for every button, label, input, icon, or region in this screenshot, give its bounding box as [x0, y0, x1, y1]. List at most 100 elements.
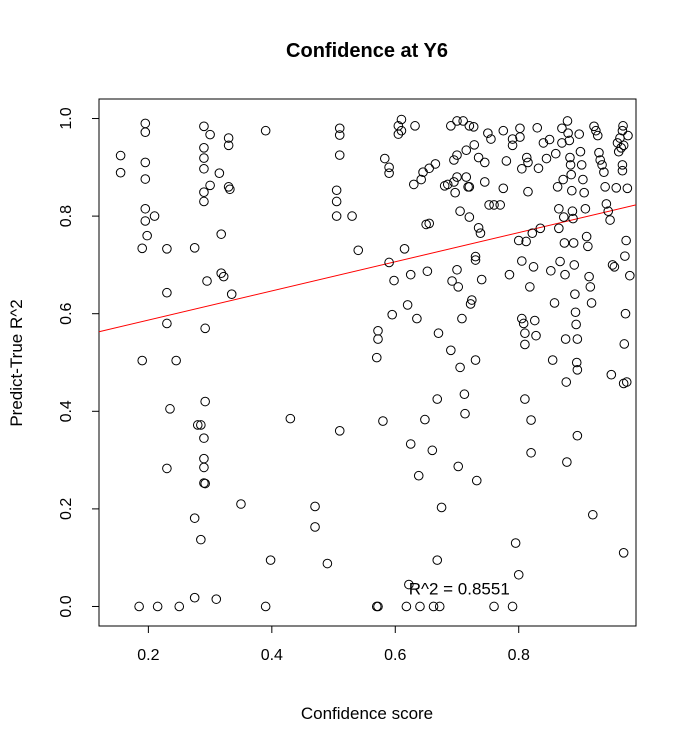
axes: 0.2 0.4 0.6 0.8 0.0 0.2 0.4 0.6 0.8 1.0: [58, 107, 530, 664]
y-tick-label: 1.0: [58, 107, 75, 129]
data-point: [465, 299, 476, 309]
data-point: [618, 121, 628, 131]
data-point: [557, 123, 567, 134]
data-point: [149, 211, 160, 221]
y-tick-label: 0.4: [58, 400, 75, 422]
data-point: [620, 308, 631, 319]
data-point: [200, 478, 210, 489]
data-point: [189, 243, 200, 253]
data-point: [322, 558, 333, 569]
data-point: [162, 318, 172, 329]
data-point: [199, 453, 209, 464]
data-point: [507, 140, 518, 151]
data-point: [334, 150, 345, 160]
data-point: [162, 463, 172, 474]
data-point: [532, 122, 543, 133]
data-point: [600, 182, 610, 192]
data-point: [387, 309, 397, 320]
data-point: [620, 251, 630, 261]
data-point: [525, 282, 535, 292]
y-tick-label: 0.2: [58, 498, 75, 520]
data-point: [211, 594, 222, 604]
data-point: [199, 163, 209, 174]
data-point: [420, 414, 430, 425]
data-point: [260, 601, 271, 612]
data-point: [554, 223, 564, 234]
data-point: [570, 307, 581, 318]
data-point: [617, 165, 628, 176]
data-point: [162, 287, 172, 298]
data-point: [592, 130, 603, 141]
y-tick-label: 0.8: [58, 205, 75, 227]
data-point: [384, 162, 394, 173]
data-point: [401, 601, 412, 612]
regression-line-group: [98, 204, 637, 333]
y-tick-label: 0.0: [58, 595, 75, 617]
data-point: [479, 157, 490, 168]
data-point: [570, 289, 580, 299]
data-point: [521, 236, 531, 247]
data-point: [449, 155, 459, 165]
data-point: [526, 447, 536, 458]
data-point: [452, 264, 462, 275]
r2-annotation: R^2 = 0.8551: [409, 579, 510, 598]
data-point: [529, 315, 540, 326]
data-point: [424, 163, 435, 174]
data-point: [572, 365, 583, 375]
data-point: [470, 251, 481, 262]
data-point: [410, 121, 420, 131]
data-point: [535, 223, 546, 234]
data-point: [205, 129, 215, 140]
data-point: [470, 255, 481, 265]
data-point: [384, 257, 394, 268]
data-point: [202, 276, 212, 286]
data-point: [584, 271, 594, 282]
data-point: [546, 265, 556, 276]
data-point: [310, 522, 320, 532]
data-point: [560, 269, 570, 280]
data-point: [134, 601, 144, 612]
data-point: [140, 216, 151, 226]
data-point: [476, 274, 487, 285]
data-point: [483, 128, 493, 138]
data-point: [568, 213, 578, 224]
data-point: [565, 160, 576, 170]
data-point: [140, 157, 151, 168]
data-point: [605, 215, 615, 225]
data-point: [223, 182, 234, 192]
data-point: [616, 142, 626, 153]
data-point: [373, 601, 383, 612]
data-point: [622, 183, 633, 194]
data-point: [607, 260, 618, 270]
data-point: [606, 369, 617, 380]
data-point: [430, 159, 441, 169]
data-point: [618, 140, 629, 151]
data-point: [581, 231, 592, 242]
data-point: [200, 396, 210, 407]
data-point: [531, 330, 541, 341]
data-point: [470, 355, 481, 365]
data-point: [564, 135, 575, 146]
data-point: [583, 241, 593, 252]
data-point: [137, 243, 148, 254]
data-point: [621, 377, 632, 387]
data-point: [450, 187, 460, 198]
data-point: [334, 123, 345, 134]
data-point: [562, 457, 572, 467]
data-point: [623, 130, 633, 141]
data-point: [461, 145, 472, 156]
data-point: [513, 569, 524, 580]
data-point: [625, 270, 635, 281]
y-tick-label: 0.6: [58, 302, 75, 324]
data-point: [452, 150, 462, 160]
data-point: [442, 179, 453, 190]
data-point: [517, 163, 527, 174]
data-point: [547, 355, 558, 365]
data-point: [334, 130, 345, 140]
data-point: [236, 499, 246, 509]
data-point: [621, 235, 631, 246]
data-point: [501, 156, 512, 166]
data-point: [265, 555, 276, 565]
data-point: [404, 579, 414, 590]
data-point: [405, 269, 416, 280]
